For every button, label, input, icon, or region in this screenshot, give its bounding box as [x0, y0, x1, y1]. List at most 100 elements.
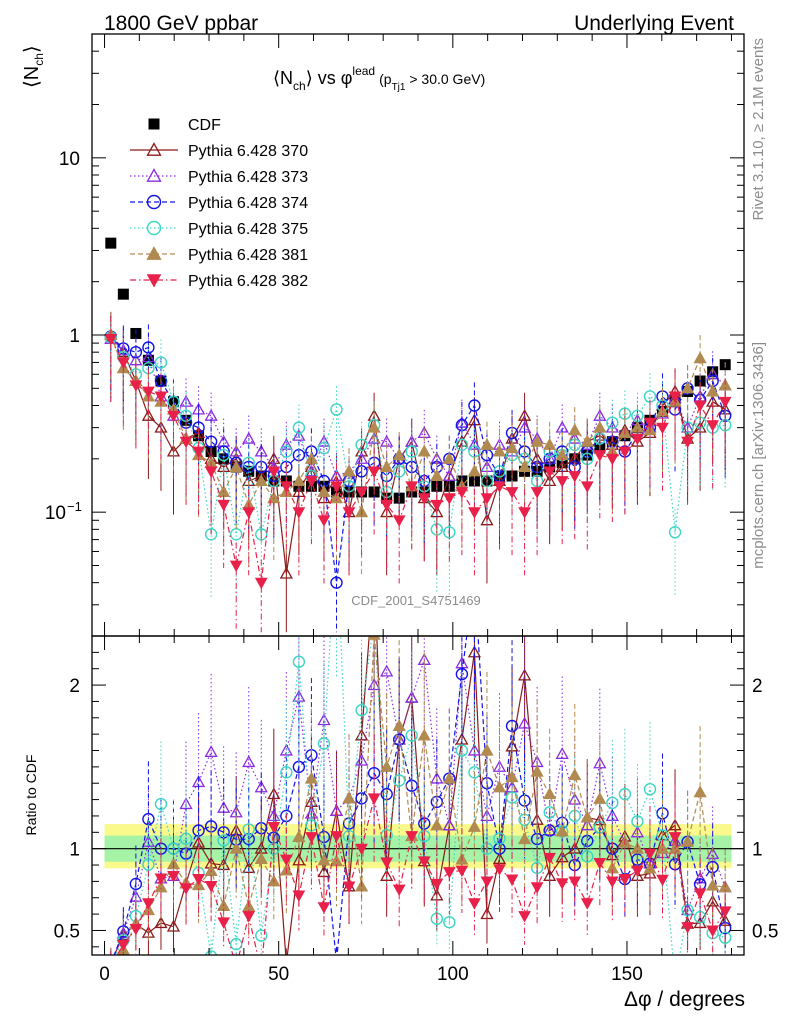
data-point-p382 [706, 420, 720, 432]
ratio-point-p382 [643, 848, 657, 861]
x-tick-label: 0 [99, 964, 110, 985]
series-line-p375 [110, 337, 726, 535]
legend-label: CDF [188, 117, 221, 134]
data-point-p381 [480, 437, 494, 450]
ratio-point-p381 [530, 764, 544, 777]
ratio-point-p373 [279, 743, 293, 756]
title-sup: lead [352, 64, 375, 78]
legend-marker [146, 220, 162, 236]
ratio-y-tick-label: 1 [69, 840, 80, 861]
data-point-p375 [292, 421, 306, 434]
data-point-cdf [117, 288, 129, 300]
ratio-point-p382 [116, 939, 130, 952]
mcplots-label: mcplots.cern.ch [arXiv:1306.3436] [750, 342, 767, 569]
ratio-point-p382 [142, 898, 155, 910]
header-left: 1800 GeV ppbar [104, 12, 258, 35]
data-point-p382 [430, 499, 444, 512]
data-point-p381 [718, 378, 732, 391]
ratio-y-tick-label-right: 0.5 [752, 921, 778, 942]
data-point-p382 [405, 481, 419, 493]
ratio-point-p381 [543, 787, 557, 800]
data-point-p381 [467, 464, 482, 477]
data-point-p381 [580, 434, 594, 447]
ratio-point-p370 [166, 919, 181, 932]
data-point-p382 [204, 466, 218, 478]
ratio-point-p382 [342, 881, 356, 893]
ratio-series-p382 [110, 734, 732, 955]
data-point-p373 [354, 451, 369, 464]
data-point-p382 [380, 499, 394, 512]
data-point-p382 [167, 410, 180, 423]
data-point-p375 [330, 403, 343, 416]
legend-marker [146, 168, 162, 182]
ratio-point-p375 [718, 931, 732, 944]
ratio-point-p382 [518, 911, 531, 923]
data-point-p382 [417, 493, 431, 505]
data-point-p375 [355, 438, 368, 452]
series-line-p370 [110, 334, 726, 574]
data-point-p382 [116, 357, 130, 369]
legend-marker [146, 142, 162, 156]
data-point-p381 [392, 448, 406, 461]
ratio-point-p382 [706, 925, 720, 937]
data-point-p381 [706, 384, 720, 397]
data-point-p382 [254, 577, 268, 590]
data-point-p382 [593, 450, 607, 462]
data-point-p381 [380, 460, 394, 472]
ratio-point-p375 [317, 737, 331, 750]
data-point-p382 [543, 466, 557, 478]
data-point-p382 [643, 417, 657, 430]
ratio-point-p382 [380, 857, 394, 869]
ratio-point-p382 [430, 878, 444, 891]
x-tick-label: 150 [611, 964, 643, 985]
rivet-label: Rivet 3.1.10, ≥ 2.1M events [750, 38, 767, 221]
ratio-point-p382 [167, 871, 180, 883]
ratio-series-p374 [110, 636, 732, 967]
header-right: Underlying Event [574, 12, 734, 35]
series-line-p381 [110, 334, 726, 513]
data-point-p382 [493, 481, 506, 493]
ratio-point-p382 [580, 898, 594, 910]
title-vs: ⟩ vs φ [306, 68, 353, 88]
data-point-p382 [442, 493, 456, 505]
ratio-point-p381 [580, 810, 594, 823]
ratio-point-p374 [455, 667, 469, 681]
main-y-tick-label: 1 [69, 326, 80, 347]
ratio-point-p382 [392, 884, 406, 897]
ratio-point-p382 [405, 831, 419, 843]
data-point-p381 [680, 381, 695, 394]
data-point-p382 [355, 487, 368, 499]
ratio-point-p373 [380, 664, 394, 677]
ratio-point-p381 [630, 841, 645, 854]
legend-marker [148, 118, 160, 130]
ratio-point-p375 [242, 823, 255, 836]
data-point-p375 [317, 441, 331, 455]
data-point-p374 [129, 345, 143, 359]
ratio-point-p382 [442, 867, 456, 879]
ratio-point-p382 [693, 888, 707, 900]
ratio-point-p382 [505, 874, 519, 886]
data-point-p374 [142, 341, 155, 354]
ratio-point-p373 [242, 755, 256, 768]
data-point-p381 [517, 460, 532, 472]
x-tick-label: 50 [268, 964, 289, 985]
ratio-point-p374 [331, 956, 342, 967]
data-point-p382 [305, 476, 318, 488]
data-point-p374 [468, 399, 481, 412]
ratio-point-p375 [618, 787, 632, 801]
legend-entry-p381: Pythia 6.428 381 [130, 246, 308, 264]
data-point-p374 [330, 576, 343, 589]
ratio-point-p373 [455, 656, 469, 669]
title-cond: (p [379, 71, 392, 87]
legend-label: Pythia 6.428 381 [188, 247, 308, 264]
ratio-point-p374 [129, 877, 143, 891]
data-point-p382 [367, 466, 381, 478]
data-point-p381 [367, 420, 381, 433]
legend-label: Pythia 6.428 374 [188, 195, 308, 212]
data-point-p382 [631, 433, 644, 446]
legend: CDF Pythia 6.428 370 Pythia 6.428 373 Pythi… [130, 117, 308, 290]
main-y-tick-exp: −1 [67, 499, 82, 514]
ratio-point-p381 [505, 770, 519, 783]
title-cond-sub: Tj1 [392, 82, 406, 93]
